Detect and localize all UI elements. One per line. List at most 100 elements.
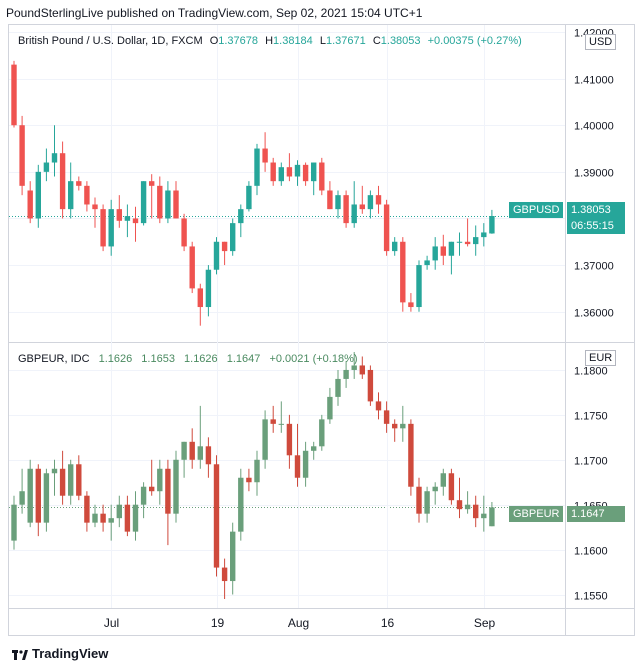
gbpeur-candle[interactable] xyxy=(335,369,341,406)
currency-usd[interactable]: USD xyxy=(585,34,617,50)
gbpeur-candle[interactable] xyxy=(302,441,309,487)
gbpeur-candle[interactable] xyxy=(132,491,139,541)
gbpeur-candle[interactable] xyxy=(278,401,284,433)
gbpeur-candle[interactable] xyxy=(351,351,357,379)
gbpeur-candle[interactable] xyxy=(400,405,406,442)
gbpeur-candle[interactable] xyxy=(197,405,203,469)
gbpusd-candle[interactable] xyxy=(157,176,163,224)
gbpusd-candle[interactable] xyxy=(375,185,382,214)
gbpusd-candle[interactable] xyxy=(456,232,463,256)
gbpusd-candle[interactable] xyxy=(189,241,195,294)
gbpusd-candle[interactable] xyxy=(108,199,114,256)
gbpeur-candle[interactable] xyxy=(246,468,252,492)
gbpeur-candle[interactable] xyxy=(367,365,374,406)
gbpusd-candle[interactable] xyxy=(11,60,17,128)
gbpusd-candle[interactable] xyxy=(132,206,139,242)
gbpeur-candle[interactable] xyxy=(473,495,479,528)
gbpusd-candle[interactable] xyxy=(205,265,212,317)
gbpeur-candle[interactable] xyxy=(19,468,25,514)
gbpeur-candle[interactable] xyxy=(327,387,333,424)
gbpeur-candle[interactable] xyxy=(408,419,414,496)
gbpeur-candle[interactable] xyxy=(416,477,422,523)
gbpeur-candle[interactable] xyxy=(375,392,382,420)
gbpeur-candle[interactable] xyxy=(424,486,430,523)
gbpeur-candle[interactable] xyxy=(205,437,212,478)
gbpusd-candle[interactable] xyxy=(416,260,422,312)
gbpeur-candle[interactable] xyxy=(124,495,131,537)
gbpusd-candle[interactable] xyxy=(149,174,155,219)
gbpusd-candle[interactable] xyxy=(35,164,41,228)
gbpusd-candle[interactable] xyxy=(359,185,365,214)
gbpeur-candle[interactable] xyxy=(270,405,276,433)
tradingview-logo[interactable]: TradingView xyxy=(12,646,108,661)
gbpeur-candle[interactable] xyxy=(456,477,463,519)
gbpusd-candle[interactable] xyxy=(383,199,390,256)
gbpeur-candle[interactable] xyxy=(140,482,147,519)
gbpusd-candle[interactable] xyxy=(76,176,82,191)
gbpeur-candle[interactable] xyxy=(157,459,163,505)
gbpeur-candle[interactable] xyxy=(383,401,390,433)
gbpusd-candle[interactable] xyxy=(294,160,301,186)
gbpeur-candle[interactable] xyxy=(489,502,495,527)
gbpeur-candle[interactable] xyxy=(392,419,398,442)
gbpusd-candle[interactable] xyxy=(286,153,293,182)
gbpeur-candle[interactable] xyxy=(84,491,90,532)
gbpeur-candle[interactable] xyxy=(481,495,487,532)
gbpeur-candle[interactable] xyxy=(311,441,317,460)
gbpusd-candle[interactable] xyxy=(270,157,276,186)
gbpusd-candle[interactable] xyxy=(432,237,438,270)
gbpeur-candle[interactable] xyxy=(59,450,66,505)
gbpusd-candle[interactable] xyxy=(100,204,106,252)
gbpusd-candle[interactable] xyxy=(197,283,203,326)
gbpeur-candle[interactable] xyxy=(92,504,98,528)
gbpusd-candle[interactable] xyxy=(92,197,98,228)
gbpeur-candle[interactable] xyxy=(108,504,114,541)
gbpeur-candle[interactable] xyxy=(181,441,187,478)
gbpusd-candle[interactable] xyxy=(473,225,479,256)
gbpusd-candle[interactable] xyxy=(140,181,147,226)
gbpusd-candle[interactable] xyxy=(440,234,446,266)
gbpusd-candle[interactable] xyxy=(351,181,357,228)
gbpusd-candle[interactable] xyxy=(124,204,131,238)
gbpusd-candle[interactable] xyxy=(448,241,455,275)
gbpusd-candle[interactable] xyxy=(43,148,50,182)
gbpusd-candle[interactable] xyxy=(165,181,171,224)
gbpusd-candle[interactable] xyxy=(392,237,398,256)
gbpeur-candle[interactable] xyxy=(76,455,82,501)
gbpeur-candle[interactable] xyxy=(343,360,349,388)
gbpusd-candle[interactable] xyxy=(68,162,74,219)
gbpusd-candle[interactable] xyxy=(51,125,58,177)
gbpusd-candle[interactable] xyxy=(367,190,374,219)
gbpeur-candle[interactable] xyxy=(149,459,155,496)
gbpeur-candle[interactable] xyxy=(262,410,268,469)
gbpusd-candle[interactable] xyxy=(221,241,228,266)
gbpeur-candle[interactable] xyxy=(213,455,220,577)
gbpusd-candle[interactable] xyxy=(238,204,244,238)
gbpeur-candle[interactable] xyxy=(68,459,74,505)
gbpusd-candle[interactable] xyxy=(246,181,252,212)
gbpusd-candle[interactable] xyxy=(84,181,90,212)
gbpeur-candle[interactable] xyxy=(221,558,228,600)
gbpeur-candle[interactable] xyxy=(165,459,171,546)
gbpeur-candle[interactable] xyxy=(254,450,260,496)
gbpeur-candle[interactable] xyxy=(359,356,365,379)
gbpeur-candle[interactable] xyxy=(189,428,195,469)
gbpusd-candle[interactable] xyxy=(311,162,317,196)
gbpeur-candle[interactable] xyxy=(173,450,179,523)
gbpeur-candle[interactable] xyxy=(11,495,17,550)
gbpusd-candle[interactable] xyxy=(464,218,471,247)
gbpeur-candle[interactable] xyxy=(51,459,58,496)
gbpusd-candle[interactable] xyxy=(19,115,25,196)
gbpusd-candle[interactable] xyxy=(408,293,414,312)
gbpeur-candle[interactable] xyxy=(440,468,446,496)
gbpeur-candle[interactable] xyxy=(294,423,301,487)
gbpusd-candle[interactable] xyxy=(489,209,495,234)
gbpeur-candle[interactable] xyxy=(35,464,41,537)
gbpeur-candle[interactable] xyxy=(432,482,438,505)
gbpusd-candle[interactable] xyxy=(181,213,187,252)
gbpusd-candle[interactable] xyxy=(230,218,236,256)
gbpeur-candle[interactable] xyxy=(100,504,106,532)
gbpeur-candle[interactable] xyxy=(27,459,33,528)
gbpusd-candle[interactable] xyxy=(319,157,325,196)
